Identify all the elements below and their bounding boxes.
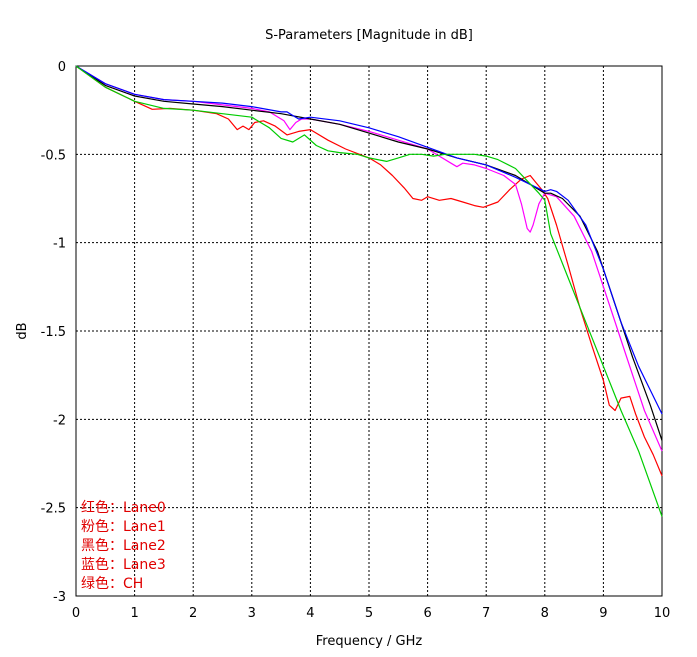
grid-lines [76, 66, 662, 596]
series-lines [75, 65, 663, 517]
y-tick-label: 0 [58, 60, 66, 75]
y-tick-labels: 0 -0.5 -1 -1.5 -2 -2.5 -3 [41, 60, 66, 605]
chart-title: S-Parameters [Magnitude in dB] [265, 28, 473, 43]
series-line-lane0 [75, 65, 663, 477]
series-line-lane3 [75, 65, 663, 415]
x-tick-label: 8 [541, 606, 549, 621]
x-tick-label: 3 [248, 606, 256, 621]
annotation-lane1: 粉色：Lane1 [81, 518, 166, 535]
legend-annotations: 红色：Lane0 粉色：Lane1 黑色：Lane2 蓝色：Lane3 绿色：C… [81, 499, 166, 592]
x-tick-label: 0 [72, 606, 80, 621]
x-tick-label: 4 [306, 606, 314, 621]
y-tick-label: -2 [53, 413, 66, 428]
x-tick-labels: 0 1 2 3 4 5 6 7 8 9 10 [72, 606, 670, 621]
y-tick-label: -3 [53, 590, 66, 605]
plot-frame [75, 65, 663, 597]
x-tick-label: 1 [130, 606, 138, 621]
y-tick-label: -1 [53, 237, 66, 252]
x-tick-label: 9 [599, 606, 607, 621]
x-tick-label: 5 [365, 606, 373, 621]
x-tick-label: 7 [482, 606, 490, 621]
x-tick-label: 2 [189, 606, 197, 621]
annotation-ch: 绿色：CH [81, 575, 143, 592]
annotation-lane2: 黑色：Lane2 [81, 537, 166, 554]
y-axis-label: dB [15, 322, 30, 339]
series-line-lane1 [75, 65, 663, 452]
x-tick-label: 10 [654, 606, 671, 621]
annotation-lane3: 蓝色：Lane3 [81, 556, 166, 573]
y-tick-label: -2.5 [41, 502, 66, 517]
x-axis-label: Frequency / GHz [316, 634, 423, 649]
y-tick-label: -0.5 [41, 148, 66, 163]
annotation-lane0: 红色：Lane0 [81, 499, 166, 516]
series-line-ch [75, 65, 663, 517]
x-tick-label: 6 [423, 606, 431, 621]
y-tick-label: -1.5 [41, 325, 66, 340]
